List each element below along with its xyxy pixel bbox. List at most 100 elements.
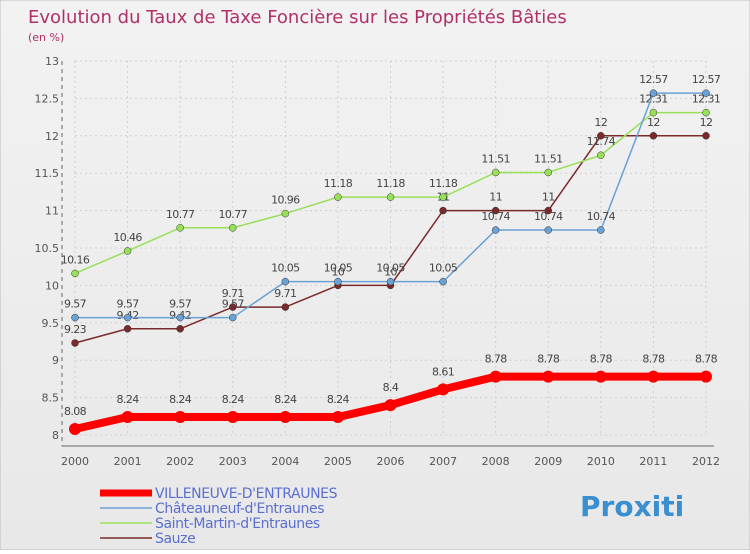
data-point	[649, 108, 658, 117]
logo-text: Proxiti	[580, 490, 684, 523]
data-point	[702, 132, 710, 140]
series-2: 10.16 10.46 10.77 10.77 10.96 11.18 11.18 11.18…	[61, 93, 721, 278]
data-label: 10.16	[61, 253, 90, 266]
data-point	[386, 193, 395, 201]
x-tick-label: 2003	[219, 455, 247, 468]
data-point	[439, 277, 447, 286]
data-label: 10.96	[271, 194, 300, 207]
y-tick-label: 10.5	[35, 242, 60, 255]
data-label: 10.74	[587, 210, 616, 223]
data-point	[334, 193, 342, 201]
data-label: 9.71	[274, 287, 296, 300]
data-label: 9.57	[169, 298, 192, 311]
data-point	[69, 423, 81, 436]
data-point	[71, 313, 79, 322]
series-1: 9.57 9.57 9.57 9.57 10.05 10.05 10.05 10.05 10.7…	[64, 73, 721, 322]
data-point	[121, 411, 134, 424]
x-tick-label: 2011	[639, 455, 667, 468]
data-label: 11	[489, 191, 502, 204]
data-label: 8.24	[327, 393, 350, 406]
data-label: 10	[332, 265, 345, 278]
data-label: 8.24	[117, 393, 140, 406]
data-point	[176, 224, 184, 232]
data-point	[226, 411, 239, 424]
data-point	[281, 277, 290, 286]
data-label: 10.05	[324, 262, 353, 275]
data-label: 8.24	[274, 393, 297, 406]
data-point	[649, 89, 658, 97]
legend-label: Sauze	[155, 531, 195, 547]
proxiti-logo: Proxiti	[580, 490, 684, 523]
data-label: 9.57	[117, 298, 140, 311]
data-label: 9.23	[64, 323, 87, 336]
data-point	[544, 168, 552, 177]
data-label: 11.18	[376, 177, 405, 190]
data-point	[437, 383, 450, 396]
data-point	[647, 370, 660, 383]
data-label: 12.31	[692, 93, 721, 106]
data-label: 10.77	[219, 208, 248, 221]
x-tick-label: 2012	[692, 455, 720, 468]
data-label: 8.78	[537, 353, 560, 366]
legend-label: Saint-Martin-d'Entraunes	[155, 516, 320, 532]
data-point	[229, 303, 237, 311]
data-label: 12.57	[692, 73, 721, 86]
data-label: 9.71	[222, 287, 244, 300]
data-point	[123, 313, 132, 322]
data-label: 12	[700, 116, 713, 129]
data-point	[71, 269, 79, 278]
x-tick-label: 2004	[271, 455, 299, 468]
data-label: 8.78	[695, 353, 718, 366]
data-label: 11.74	[587, 135, 616, 148]
y-tick-label: 10	[45, 279, 59, 292]
data-label: 8.78	[485, 353, 508, 366]
data-point	[279, 411, 292, 424]
data-label: 10.05	[271, 262, 300, 275]
data-label: 11.18	[429, 177, 458, 190]
data-point	[491, 206, 500, 215]
data-point	[491, 226, 500, 234]
x-tick-label: 2005	[324, 455, 352, 468]
data-label: 8.08	[64, 405, 87, 418]
data-point	[597, 226, 605, 234]
data-label: 11.51	[534, 152, 563, 165]
data-point	[384, 399, 397, 412]
data-point	[544, 226, 552, 234]
data-point	[176, 325, 184, 333]
data-point	[597, 132, 605, 140]
chart-title: Evolution du Taux de Taxe Foncière sur l…	[28, 7, 567, 28]
data-label: 10.46	[113, 231, 142, 244]
data-point	[281, 303, 290, 311]
data-point	[174, 411, 187, 424]
data-label: 9.57	[222, 298, 245, 311]
data-point	[594, 370, 607, 383]
data-point	[649, 132, 658, 140]
data-point	[281, 209, 290, 218]
data-point	[176, 313, 184, 322]
chart-subtitle: (en %)	[28, 31, 64, 44]
y-tick-label: 11	[45, 205, 59, 218]
data-point	[331, 411, 344, 424]
x-tick-label: 2010	[587, 455, 615, 468]
data-point	[702, 89, 710, 97]
x-tick-label: 2002	[166, 455, 194, 468]
y-tick-label: 13	[45, 55, 59, 68]
data-point	[491, 168, 500, 177]
data-label: 12	[594, 116, 607, 129]
data-point	[597, 151, 605, 159]
y-tick-label: 12	[45, 130, 59, 143]
data-point	[702, 108, 710, 117]
data-point	[123, 247, 132, 255]
data-point	[489, 370, 502, 383]
data-label: 12.31	[639, 93, 668, 106]
data-point	[542, 370, 555, 383]
data-point	[123, 325, 132, 333]
x-tick-label: 2009	[534, 455, 562, 468]
data-label: 10	[384, 265, 397, 278]
x-tick-label: 2006	[377, 455, 405, 468]
data-point	[71, 339, 79, 347]
data-label: 10.74	[534, 210, 563, 223]
